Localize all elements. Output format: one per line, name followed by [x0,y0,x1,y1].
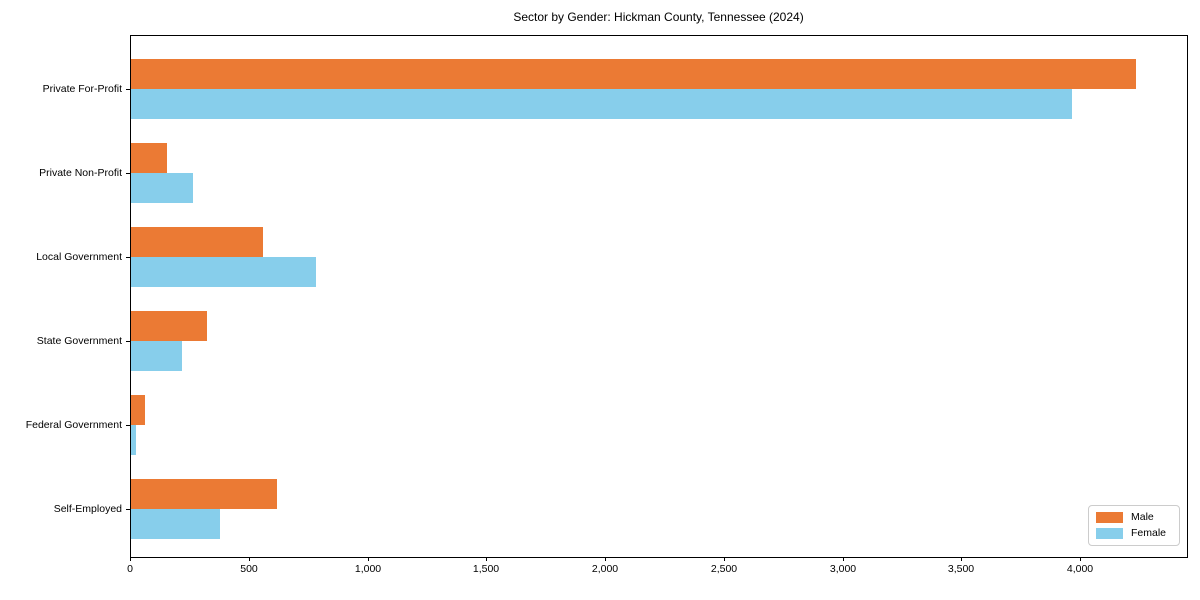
x-tick-label: 3,000 [829,563,857,575]
legend-label-female: Female [1131,527,1167,539]
bar-female-3 [131,341,182,371]
y-tick-mark [126,257,130,258]
x-tick-mark [605,557,606,561]
x-tick-mark [130,557,131,561]
y-tick-label: State Government [36,335,122,347]
x-tick-mark [843,557,844,561]
x-tick-mark [486,557,487,561]
bar-male-0 [131,59,1136,89]
x-tick-mark [249,557,250,561]
y-tick-label: Private Non-Profit [39,167,122,179]
y-tick-mark [126,89,130,90]
x-tick-mark [1080,557,1081,561]
legend: Male Female [1088,505,1180,546]
bar-female-1 [131,173,193,203]
y-tick-mark [126,425,130,426]
bar-female-4 [131,425,136,455]
bar-male-3 [131,311,207,341]
y-tick-label: Private For-Profit [42,83,122,95]
bar-female-5 [131,509,220,539]
chart-title: Sector by Gender: Hickman County, Tennes… [513,10,804,24]
legend-swatch-male [1096,511,1123,523]
y-tick-mark [126,173,130,174]
x-tick-label: 3,500 [947,563,975,575]
bar-female-0 [131,89,1072,119]
x-tick-label: 1,000 [354,563,382,575]
x-tick-label: 4,000 [1066,563,1094,575]
x-tick-label: 2,500 [710,563,738,575]
bar-male-1 [131,143,167,173]
x-tick-mark [961,557,962,561]
x-tick-mark [368,557,369,561]
x-tick-label: 1,500 [472,563,500,575]
legend-swatch-female [1096,527,1123,539]
legend-entry-female: Female [1096,527,1172,539]
y-tick-label: Federal Government [25,419,122,431]
y-tick-mark [126,341,130,342]
y-tick-mark [126,509,130,510]
y-tick-label: Local Government [36,251,122,263]
x-tick-label: 0 [127,563,133,575]
bar-male-2 [131,227,263,257]
bar-female-2 [131,257,316,287]
y-tick-label: Self-Employed [53,503,122,515]
bar-male-4 [131,395,145,425]
plot-area [130,35,1188,558]
legend-entry-male: Male [1096,511,1172,523]
x-tick-mark [724,557,725,561]
bar-male-5 [131,479,277,509]
x-tick-label: 500 [240,563,258,575]
legend-label-male: Male [1131,511,1154,523]
x-tick-label: 2,000 [591,563,619,575]
